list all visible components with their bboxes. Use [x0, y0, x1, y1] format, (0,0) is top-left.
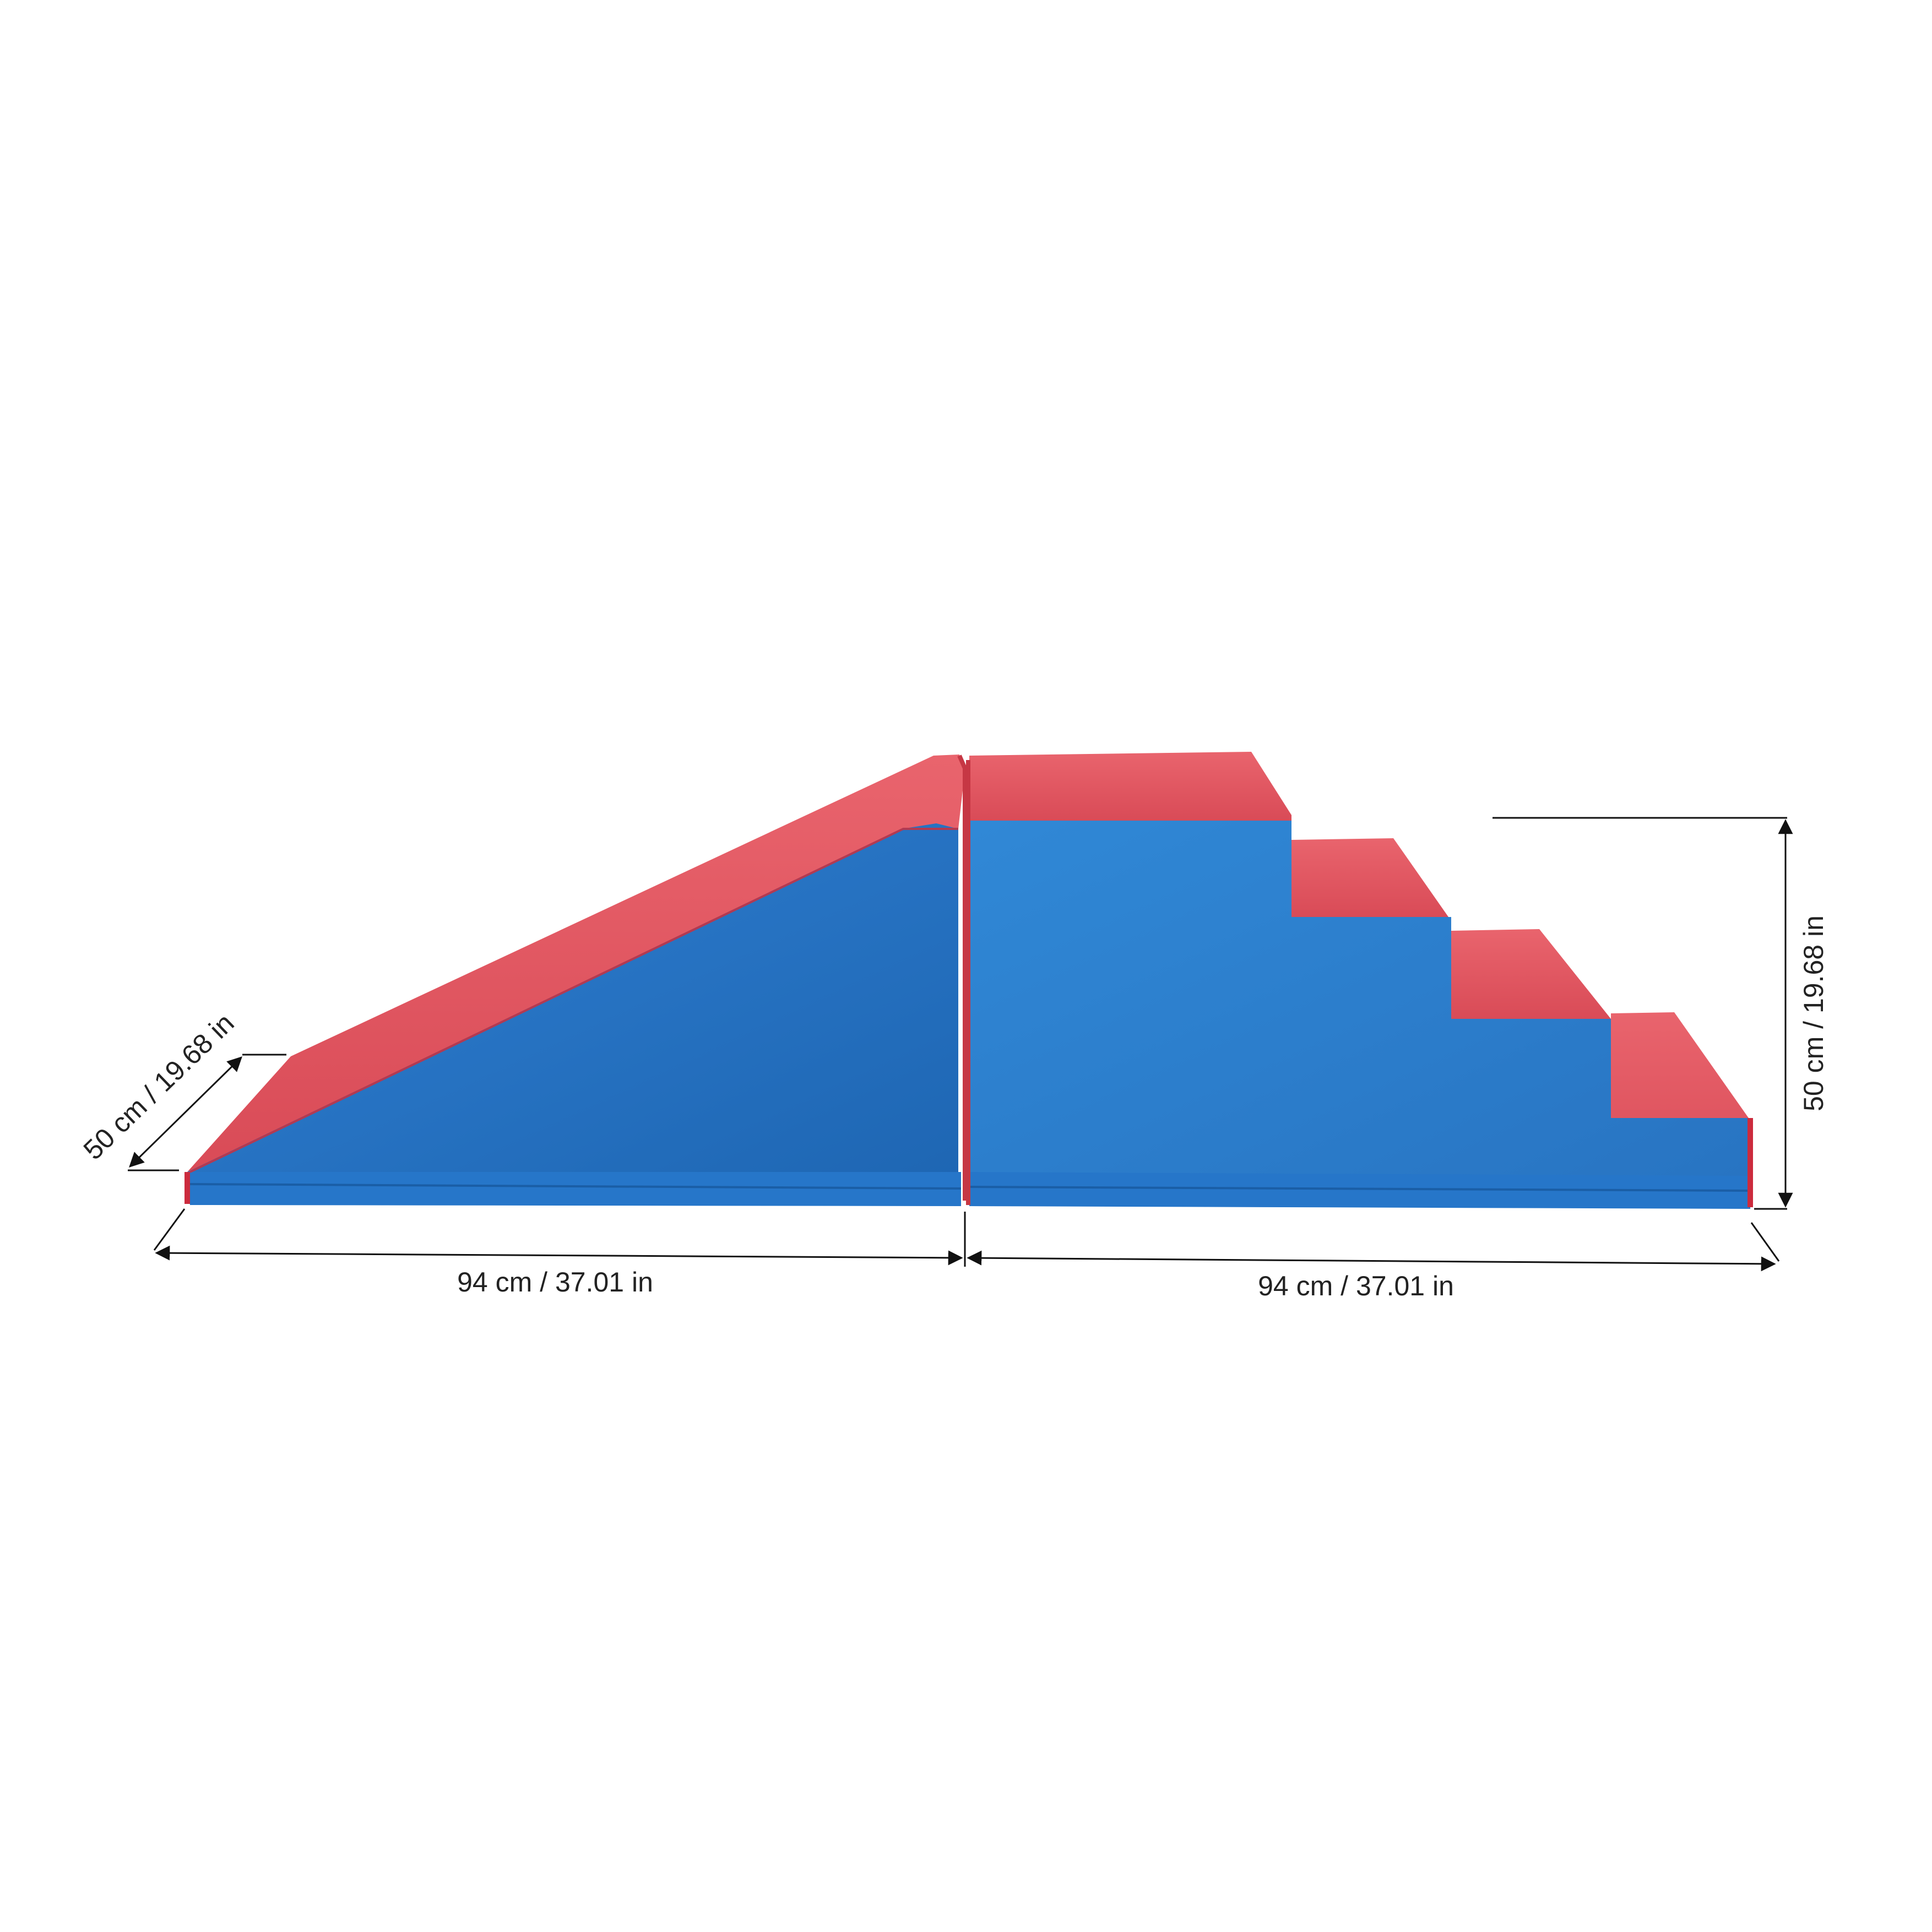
stairs-length-extension-right	[1750, 1222, 1780, 1262]
ramp-length-extension-left	[153, 1208, 186, 1251]
ramp-base	[185, 1172, 961, 1206]
stairs-side-face	[969, 821, 1749, 1184]
stairs-top-step-2	[1291, 838, 1448, 917]
ramp-side-face	[187, 823, 958, 1184]
stairs-length-arrow	[967, 1250, 1776, 1272]
dimension-annotations	[128, 817, 1793, 1272]
stairs-top-step-1	[969, 752, 1291, 821]
stairs-length-label: 94 cm / 37.01 in	[1258, 1271, 1454, 1301]
ramp-top-surface	[187, 755, 965, 1172]
height-label: 50 cm / 19.68 in	[1798, 915, 1829, 1111]
foam-stairs	[966, 752, 1753, 1209]
depth-arrow	[129, 1056, 242, 1168]
foam-ramp	[184, 755, 967, 1206]
stairs-top-step-3	[1451, 929, 1611, 1019]
ramp-length-label: 94 cm / 37.01 in	[457, 1267, 653, 1298]
ramp-length-arrow	[155, 1245, 963, 1266]
stairs-base	[968, 1172, 1750, 1209]
